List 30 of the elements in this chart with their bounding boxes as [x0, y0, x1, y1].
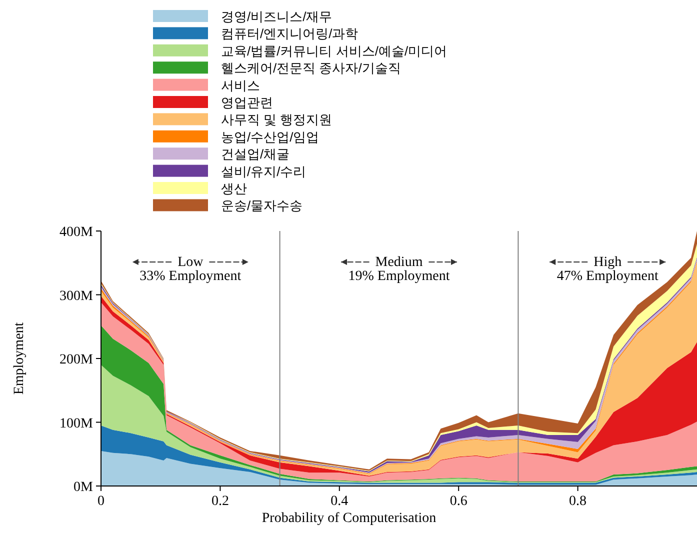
x-tick-label: 0.2 — [211, 494, 229, 509]
y-tick-label: 400M — [60, 225, 94, 240]
legend-label: 컴퓨터/엔지니어링/과학 — [221, 26, 358, 42]
y-tick-label: 200M — [60, 352, 94, 368]
legend-label: 건설업/채굴 — [221, 146, 290, 162]
annotation: 33% Employment — [140, 269, 242, 284]
annotation: 47% Employment — [556, 269, 658, 284]
y-axis-title: Employment — [12, 322, 27, 395]
y-tick-label: 100M — [60, 416, 94, 432]
legend-label: 농업/수산업/임업 — [221, 129, 320, 144]
annotation: High — [594, 255, 622, 270]
legend-label: 경영/비즈니스/재무 — [221, 9, 332, 24]
legend-label: 헬스케어/전문직 종사자/기술직 — [221, 60, 401, 76]
annotation: 19% Employment — [348, 269, 450, 284]
x-tick-label: 0 — [98, 494, 104, 509]
legend-label: 교육/법률/커뮤니티 서비스/예술/미디어 — [221, 43, 448, 58]
annotation: Medium — [375, 255, 423, 270]
legend-label: 설비/유지/수리 — [221, 164, 306, 179]
annotation: Low — [178, 255, 204, 270]
x-axis-title: Probability of Computerisation — [262, 511, 436, 526]
legend-label: 사무직 및 행정지원 — [221, 112, 332, 128]
legend-label: 운송/물자수송 — [221, 198, 303, 214]
x-tick-label: 0.6 — [450, 494, 468, 509]
x-tick-label: 0.8 — [569, 494, 587, 509]
x-tick-label: 0.4 — [330, 494, 348, 509]
legend-label: 영업관련 — [221, 95, 273, 110]
y-tick-label: 0M — [74, 480, 94, 495]
legend-label: 서비스 — [221, 78, 260, 93]
legend-label: 생산 — [221, 181, 247, 196]
y-tick-label: 300M — [60, 288, 94, 304]
